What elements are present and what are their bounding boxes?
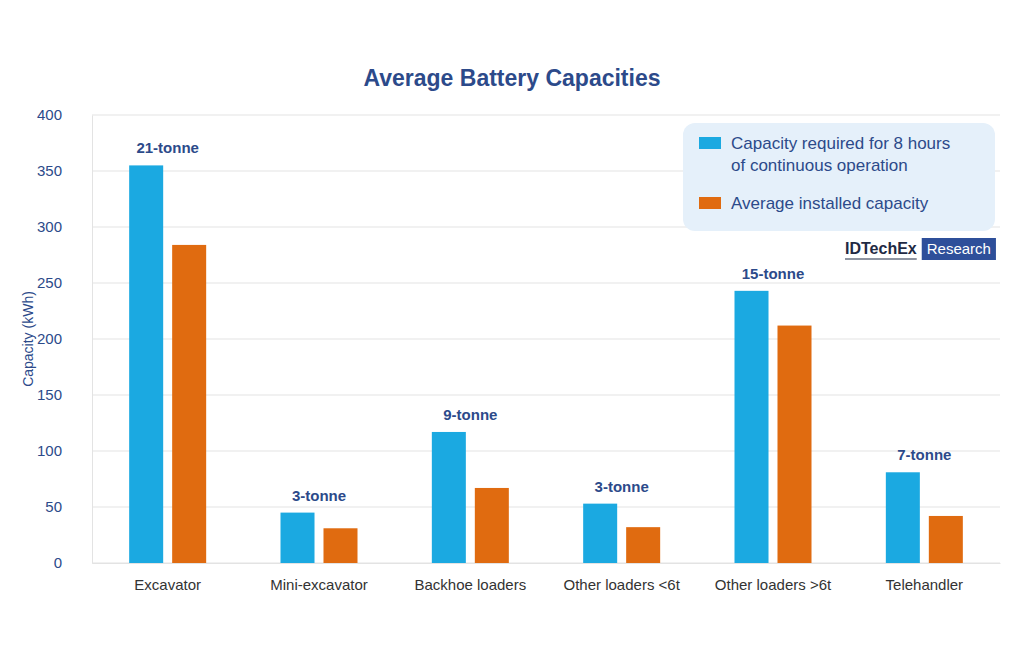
bar [281,513,315,563]
x-tick-label: Backhoe loaders [414,576,526,593]
annotation: 15-tonne [742,265,805,282]
y-tick: 400 [37,106,92,123]
y-tick-label: 400 [37,106,62,123]
x-tick: Excavator [134,563,201,593]
y-tick-label: 50 [45,498,62,515]
y-axis-line [92,116,93,564]
bar [929,516,963,563]
grid-line [92,395,1000,396]
grid-line [92,115,1000,116]
annotation: 3-tonne [595,478,649,495]
annotation: 3-tonne [292,487,346,504]
legend-label: Capacity required for 8 hoursof continuo… [731,134,950,175]
bar [583,504,617,563]
y-tick: 0 [54,554,92,571]
x-tick: Other loaders <6t [564,563,681,593]
y-tick-label: 0 [54,554,62,571]
y-axis: 0 50 100 150 200 250 300 350 400 [37,106,93,571]
plot: 0 50 100 150 200 250 300 350 400 Excavator Mini-ex… [37,106,1001,592]
bar [129,165,163,563]
x-tick: Telehandler [886,563,964,593]
bar [777,326,811,563]
grid [92,115,1000,563]
bar [886,472,920,563]
y-tick: 200 [37,330,92,347]
x-axis-line [93,563,1001,564]
y-tick: 300 [37,218,92,235]
annotation: 21-tonne [136,139,199,156]
y-tick-label: 150 [37,386,62,403]
source: IDTechEx Research [845,238,996,260]
bar [172,245,206,563]
annotation: 7-tonne [897,446,951,463]
x-tick-label: Telehandler [886,576,964,593]
grid-line [92,283,1000,284]
y-tick-label: 250 [37,274,62,291]
source-label: Research [927,240,991,257]
x-tick: Mini-excavator [270,563,368,593]
y-tick-label: 300 [37,218,62,235]
source-underline [845,259,917,260]
y-tick: 150 [37,386,92,403]
y-axis-title: Capacity (kWh) [20,291,36,387]
grid-line [92,451,1000,452]
x-tick-label: Other loaders <6t [564,576,681,593]
y-tick: 100 [37,442,92,459]
grid-line [92,507,1000,508]
x-tick-label: Other loaders >6t [715,576,832,593]
x-tick: Other loaders >6t [715,563,832,593]
x-tick: Backhoe loaders [414,563,526,593]
y-tick: 50 [45,498,92,515]
legend-swatch [699,197,721,209]
grid-line [92,563,1000,564]
y-tick-label: 350 [37,162,62,179]
y-tick: 250 [37,274,92,291]
x-tick-label: Mini-excavator [270,576,368,593]
annotations: 21-tonne 3-tonne 9-tonne 3-tonne 15-tonne 7-t… [136,139,951,503]
source-name: IDTechEx [845,240,917,257]
legend-label: Average installed capacity [731,194,929,213]
bar [432,432,466,563]
bar [475,488,509,563]
y-tick: 350 [37,162,92,179]
y-tick-label: 200 [37,330,62,347]
legend-box [683,123,995,231]
grid-line [92,339,1000,340]
legend: Capacity required for 8 hoursof continuo… [683,123,995,231]
title: Average Battery Capacities [363,65,660,91]
x-tick-label: Excavator [134,576,201,593]
chart: 0 50 100 150 200 250 300 350 400 Excavator Mini-ex… [0,0,1024,658]
bar [626,527,660,563]
annotation: 9-tonne [443,406,497,423]
legend-swatch [699,137,721,149]
bar [735,291,769,563]
bar [323,528,357,563]
source-box [922,238,996,260]
x-axis: Excavator Mini-excavator Backhoe loaders Ot… [93,563,1001,593]
y-tick-label: 100 [37,442,62,459]
